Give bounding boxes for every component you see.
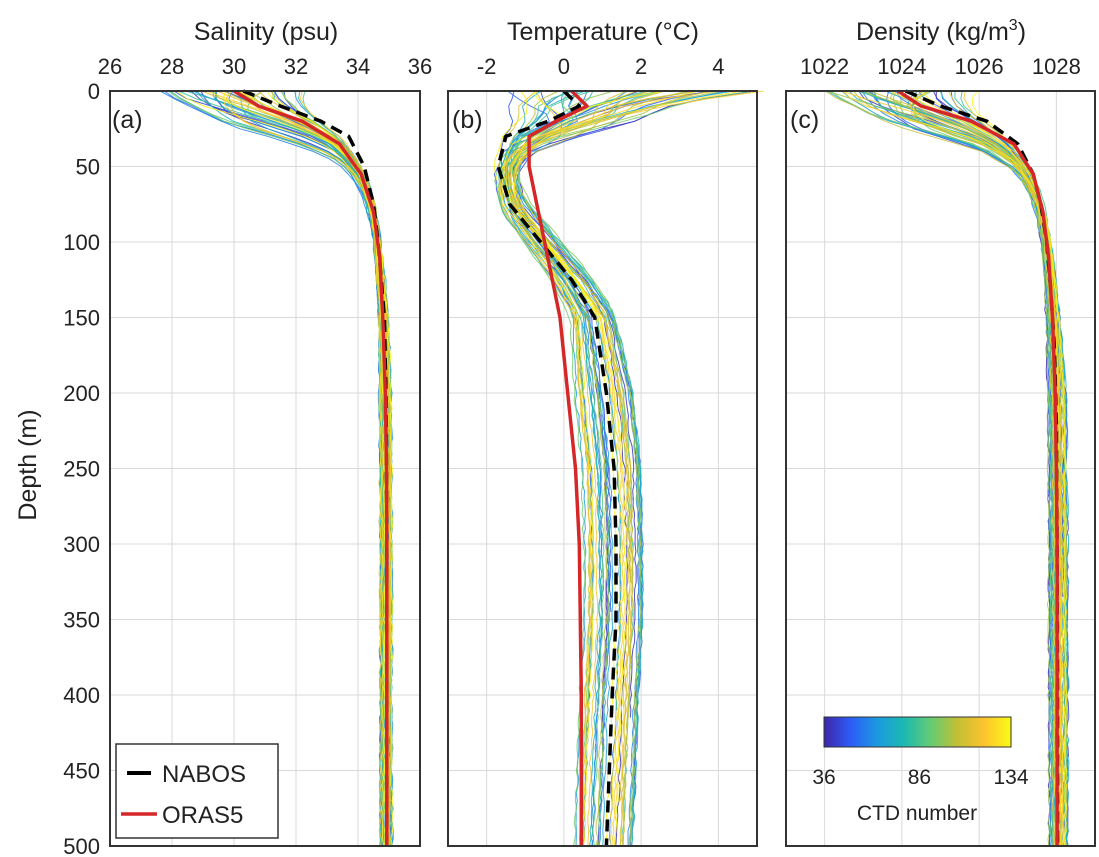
panel-b-xtick-label: -2 <box>477 54 497 79</box>
depth-tick-label: 350 <box>63 608 100 633</box>
panel-a-xtick-label: 28 <box>160 54 184 79</box>
depth-axis-label: Depth (m) <box>14 409 42 520</box>
panel-b-label: (b) <box>452 106 483 134</box>
colorbar-tick-label: 36 <box>812 766 835 789</box>
panel-a-xtick-label: 34 <box>346 54 370 79</box>
panel-a: Salinity (psu) 26 28 30 32 34 36 (a) <box>98 18 432 847</box>
panel-a-xtick-label: 30 <box>222 54 246 79</box>
depth-tick-label: 450 <box>63 759 100 784</box>
panel-b-xtick-label: 0 <box>558 54 570 79</box>
panel-b-ctd-profiles <box>493 90 764 847</box>
panel-b-ctd-profile-line <box>499 90 754 847</box>
panel-b-frame <box>447 90 758 847</box>
legend-box <box>115 743 279 839</box>
colorbar-gradient <box>823 716 1012 748</box>
colorbar-label: CTD number <box>857 802 977 825</box>
panel-c: Density (kg/m3) 1022 1024 1026 1028 (c) <box>785 17 1096 847</box>
panel-b-ctd-profile-line <box>513 90 743 847</box>
panel-b-ctd-profile-line <box>498 90 602 643</box>
panel-a-xtick-label: 32 <box>284 54 308 79</box>
legend-oras5-label: ORAS5 <box>162 802 243 829</box>
panel-c-ctd-profile-line <box>886 90 1064 582</box>
colorbar-tick-label: 134 <box>993 766 1028 789</box>
panel-c-xtick-label: 1028 <box>1032 54 1081 79</box>
panel-a-series <box>233 89 389 846</box>
panel-b-series-nabos-line <box>496 89 618 847</box>
panel-b-ctd-profile-line <box>505 90 755 733</box>
panel-c-ctd-profile-line <box>954 90 1057 635</box>
panel-a-xtick-label: 26 <box>98 54 122 79</box>
colorbar-tick-label: 86 <box>908 766 931 789</box>
panel-c-frame <box>785 90 1096 847</box>
depth-tick-label: 200 <box>63 381 100 406</box>
panel-c-xlabel: Density (kg/m3) <box>856 17 1026 46</box>
panel-c-ctd-profile-line <box>841 90 1056 847</box>
depth-tick-label: 100 <box>63 230 100 255</box>
panel-b-ctd-profile-line <box>507 90 637 847</box>
panel-a-series-oras5-line <box>233 89 389 846</box>
depth-tick-label: 500 <box>63 834 100 857</box>
panel-c-series <box>897 89 1060 846</box>
panel-c-label: (c) <box>790 106 819 134</box>
panel-b-xtick-label: 4 <box>712 54 724 79</box>
depth-axis: 0 50 100 150 200 250 300 350 400 450 500 Depth (m) <box>14 79 100 857</box>
panel-b-ctd-profile-line <box>506 90 724 847</box>
panel-a-xtick-label: 36 <box>408 54 432 79</box>
panel-c-xtick-label: 1024 <box>877 54 926 79</box>
panel-a-ctd-profile-line <box>273 90 391 711</box>
depth-tick-labels: 0 50 100 150 200 250 300 350 400 450 500 <box>63 79 100 857</box>
panel-b-series-oras5-line <box>527 89 589 846</box>
panel-a-ctd-profile-line <box>280 90 393 779</box>
panel-b-xlabel: Temperature (°C) <box>507 18 699 46</box>
legend-nabos-label: NABOS <box>162 761 246 788</box>
panel-b-tick-labels: -2 0 2 4 <box>477 54 725 79</box>
panel-c-series-oras5-line <box>897 89 1059 846</box>
panel-b-ctd-profile-line <box>516 90 642 847</box>
panel-a-xlabel: Salinity (psu) <box>194 18 339 46</box>
depth-tick-label: 250 <box>63 457 100 482</box>
panel-a-ctd-profile-line <box>212 90 387 567</box>
panel-b-ctd-profile-line <box>505 90 633 847</box>
panel-a-label: (a) <box>112 106 143 134</box>
panel-b-ctd-profile-line <box>504 90 608 847</box>
colorbar: 36 86 134 CTD number <box>812 716 1029 825</box>
legend: NABOS ORAS5 <box>115 743 279 839</box>
panel-a-ctd-profile-line <box>282 90 393 673</box>
depth-tick-label: 0 <box>88 79 100 104</box>
depth-tick-label: 50 <box>76 155 100 180</box>
depth-tick-label: 150 <box>63 306 100 331</box>
panel-b-series <box>496 89 618 847</box>
depth-tick-label: 400 <box>63 683 100 708</box>
panel-c-xtick-label: 1026 <box>955 54 1004 79</box>
panel-b-ctd-profile-line <box>500 90 614 847</box>
panel-b: Temperature (°C) -2 0 2 4 (b) <box>447 18 764 847</box>
panel-b-ctd-profile-line <box>514 90 764 847</box>
panel-a-frame <box>109 90 421 847</box>
panel-b-ctd-profile-line <box>518 90 719 801</box>
panel-c-ctd-profile-line <box>826 90 1051 847</box>
panel-c-tick-labels: 1022 1024 1026 1028 <box>800 54 1081 79</box>
panel-b-ctd-profile-line <box>502 90 628 846</box>
panel-b-xtick-label: 2 <box>635 54 647 79</box>
depth-tick-label: 300 <box>63 532 100 557</box>
colorbar-tick-labels: 36 86 134 <box>812 766 1029 789</box>
panel-b-ctd-profile-line <box>493 90 595 847</box>
panel-a-tick-labels: 26 28 30 32 34 36 <box>98 54 432 79</box>
panel-c-xtick-label: 1022 <box>800 54 849 79</box>
panel-b-ctd-profile-line <box>507 90 649 711</box>
